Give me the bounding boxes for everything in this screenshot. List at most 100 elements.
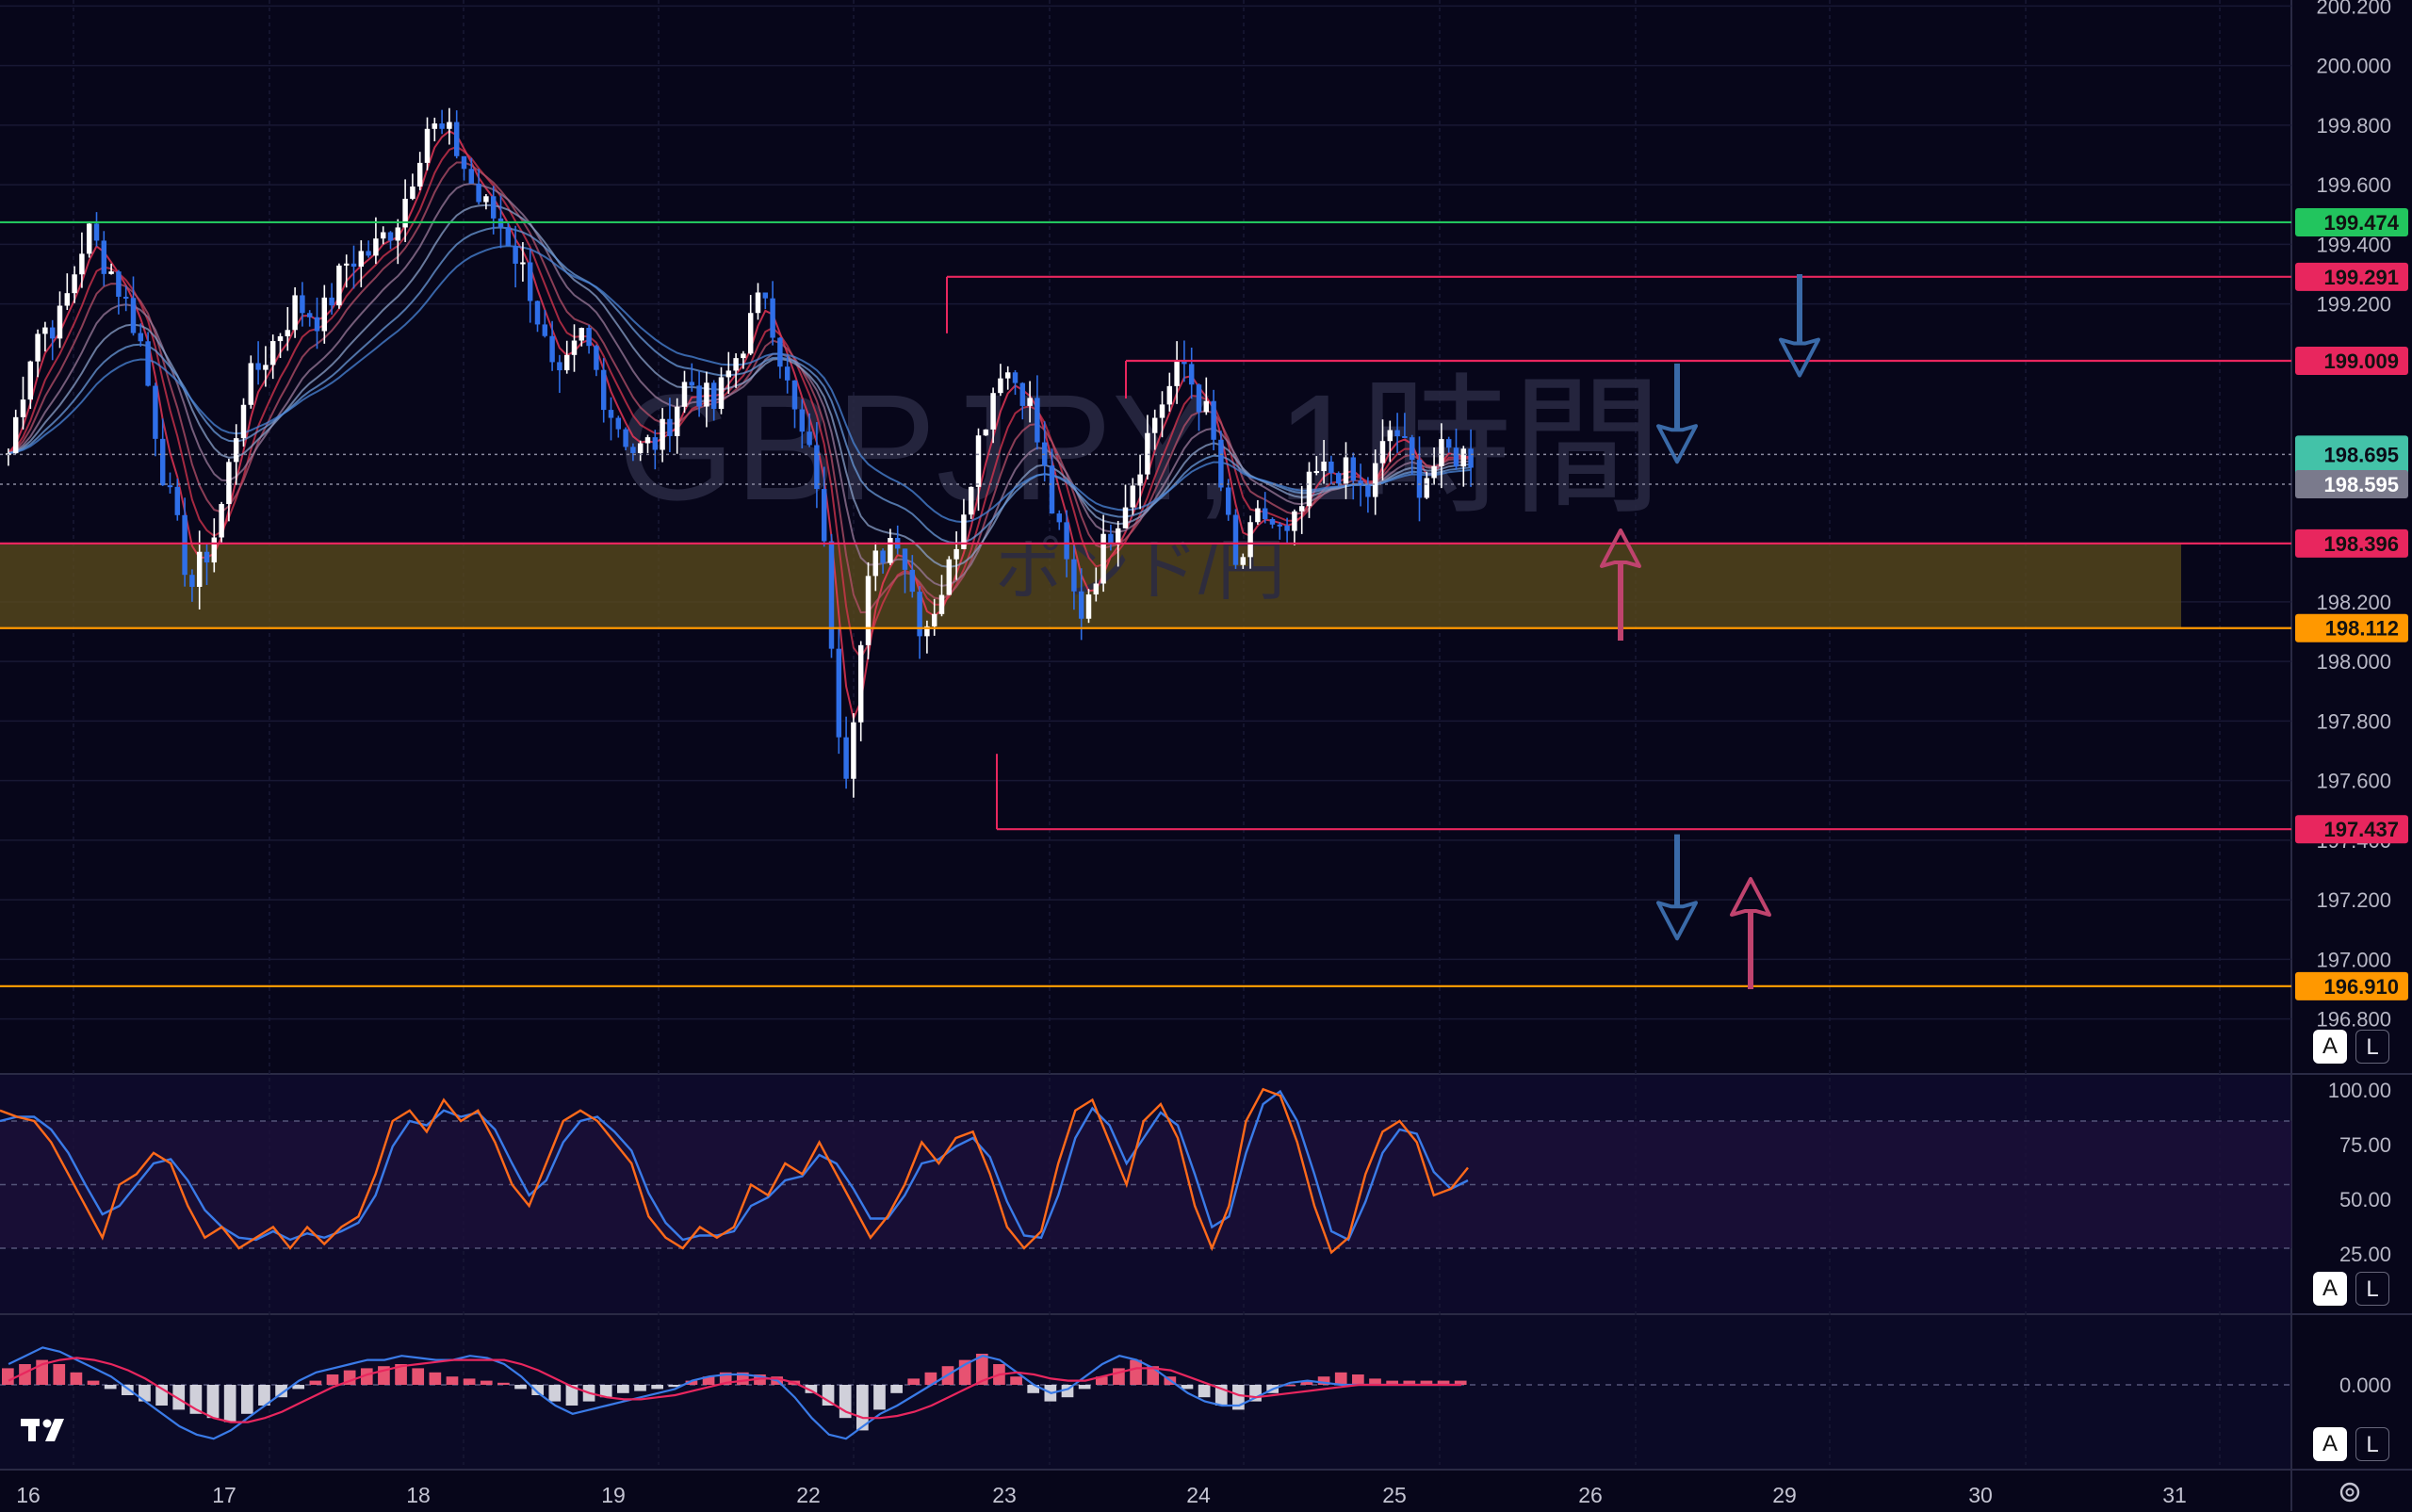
price-tick-label: 197.600 [2316, 770, 2391, 793]
candle-body [880, 550, 886, 563]
macd-histogram-bar [702, 1376, 715, 1385]
date-label: 25 [1382, 1483, 1407, 1507]
macd-histogram-bar [360, 1368, 373, 1385]
macd-histogram-bar [87, 1380, 100, 1385]
candle-body [579, 328, 585, 341]
candle-body [108, 271, 114, 274]
candle-body [520, 262, 526, 265]
candle-body [1159, 404, 1165, 418]
candle-body [1078, 591, 1084, 619]
candle-body [1122, 507, 1129, 528]
macd-histogram-bar [206, 1385, 220, 1419]
candle-body [681, 382, 688, 407]
ema-line [8, 226, 1472, 545]
macd-histogram-bar [429, 1372, 442, 1385]
price-tick-label: 199.600 [2316, 173, 2391, 197]
macd-histogram-bar [258, 1385, 270, 1406]
candle-body [807, 431, 812, 446]
candle-body [586, 328, 592, 347]
candle-body [1365, 485, 1371, 497]
macd-signal-line [8, 1357, 1461, 1423]
candle-body [1203, 400, 1210, 413]
candle-body [1085, 594, 1092, 619]
macd-histogram-bar [1181, 1385, 1194, 1390]
price-tag [2295, 262, 2408, 291]
macd-histogram-bar [1027, 1385, 1040, 1393]
candle-body [35, 333, 41, 362]
macd-histogram-bar [890, 1385, 903, 1393]
macd-histogram-bar [326, 1374, 339, 1385]
candle-body [733, 358, 739, 371]
macd-histogram-bar [873, 1385, 886, 1410]
price-tag-label: 196.910 [2323, 975, 2399, 999]
candle-body [1130, 485, 1136, 508]
log-scale-button[interactable]: L [2355, 1030, 2389, 1064]
price-tick-label: 197.800 [2316, 709, 2391, 733]
price-tick-label: 198.000 [2316, 650, 2391, 674]
candle-body [285, 330, 291, 336]
price-tag [2295, 528, 2408, 558]
candle-body [153, 385, 158, 439]
macd-histogram-bar [395, 1364, 407, 1385]
candle-body [1402, 436, 1408, 439]
macd-histogram-bar [292, 1385, 305, 1390]
price-tick-label: 197.200 [2316, 888, 2391, 912]
macd-histogram-bar [1095, 1376, 1108, 1385]
candle-body [1358, 480, 1363, 486]
candle-body [1328, 462, 1334, 474]
date-label: 18 [406, 1483, 431, 1507]
candle-body [652, 437, 659, 450]
candle-body [86, 223, 92, 254]
auto-scale-button[interactable]: A [2313, 1030, 2347, 1064]
macd-auto-scale-button[interactable]: A [2313, 1427, 2347, 1461]
osc-auto-scale-button[interactable]: A [2313, 1272, 2347, 1306]
candle-body [917, 592, 922, 637]
candle-body [1035, 398, 1040, 443]
candle-body [718, 377, 725, 410]
candle-body [167, 485, 173, 488]
candle-body [1313, 471, 1320, 474]
candle-body [483, 196, 489, 203]
macd-histogram-bar [480, 1380, 493, 1385]
candle-body [1093, 583, 1100, 595]
candle-body [594, 346, 599, 370]
candle-body [1004, 372, 1011, 379]
candle-body [630, 447, 636, 453]
macd-histogram-bar [497, 1382, 510, 1385]
candle-body [277, 335, 284, 342]
candle-body [1284, 525, 1290, 531]
osc-log-scale-button[interactable]: L [2355, 1272, 2389, 1306]
candle-body [534, 301, 541, 325]
macd-histogram-bar [53, 1364, 66, 1385]
candle-body [1372, 463, 1378, 497]
macd-histogram-bar [565, 1385, 579, 1406]
candle-body [961, 514, 967, 549]
macd-histogram-bar [1352, 1374, 1364, 1385]
candle-body [439, 123, 445, 129]
candle-body [1218, 439, 1224, 488]
candle-body [387, 232, 394, 241]
date-label: 17 [212, 1483, 236, 1507]
gear-icon[interactable] [2335, 1477, 2365, 1507]
price-tag-label: 197.437 [2323, 818, 2399, 841]
candle-body [784, 366, 790, 381]
macd-histogram-bar [1420, 1380, 1433, 1385]
candle-body [1468, 448, 1474, 468]
macd-histogram-bar [1369, 1378, 1381, 1385]
candle-body [1182, 360, 1187, 365]
candle-body [1350, 457, 1357, 481]
candle-body [1056, 513, 1063, 523]
macd-histogram-bar [309, 1380, 322, 1385]
arrow-down-icon [1779, 337, 1820, 378]
forecast-arrows [1600, 273, 1820, 990]
candle-body [1012, 372, 1019, 383]
macd-histogram-bar [531, 1385, 545, 1395]
date-label: 23 [992, 1483, 1017, 1507]
candle-body [953, 548, 959, 560]
candle-body [373, 238, 379, 256]
candle-body [424, 128, 431, 163]
macd-log-scale-button[interactable]: L [2355, 1427, 2389, 1461]
macd-histogram-bar [121, 1385, 134, 1395]
candle-body [1151, 417, 1158, 433]
